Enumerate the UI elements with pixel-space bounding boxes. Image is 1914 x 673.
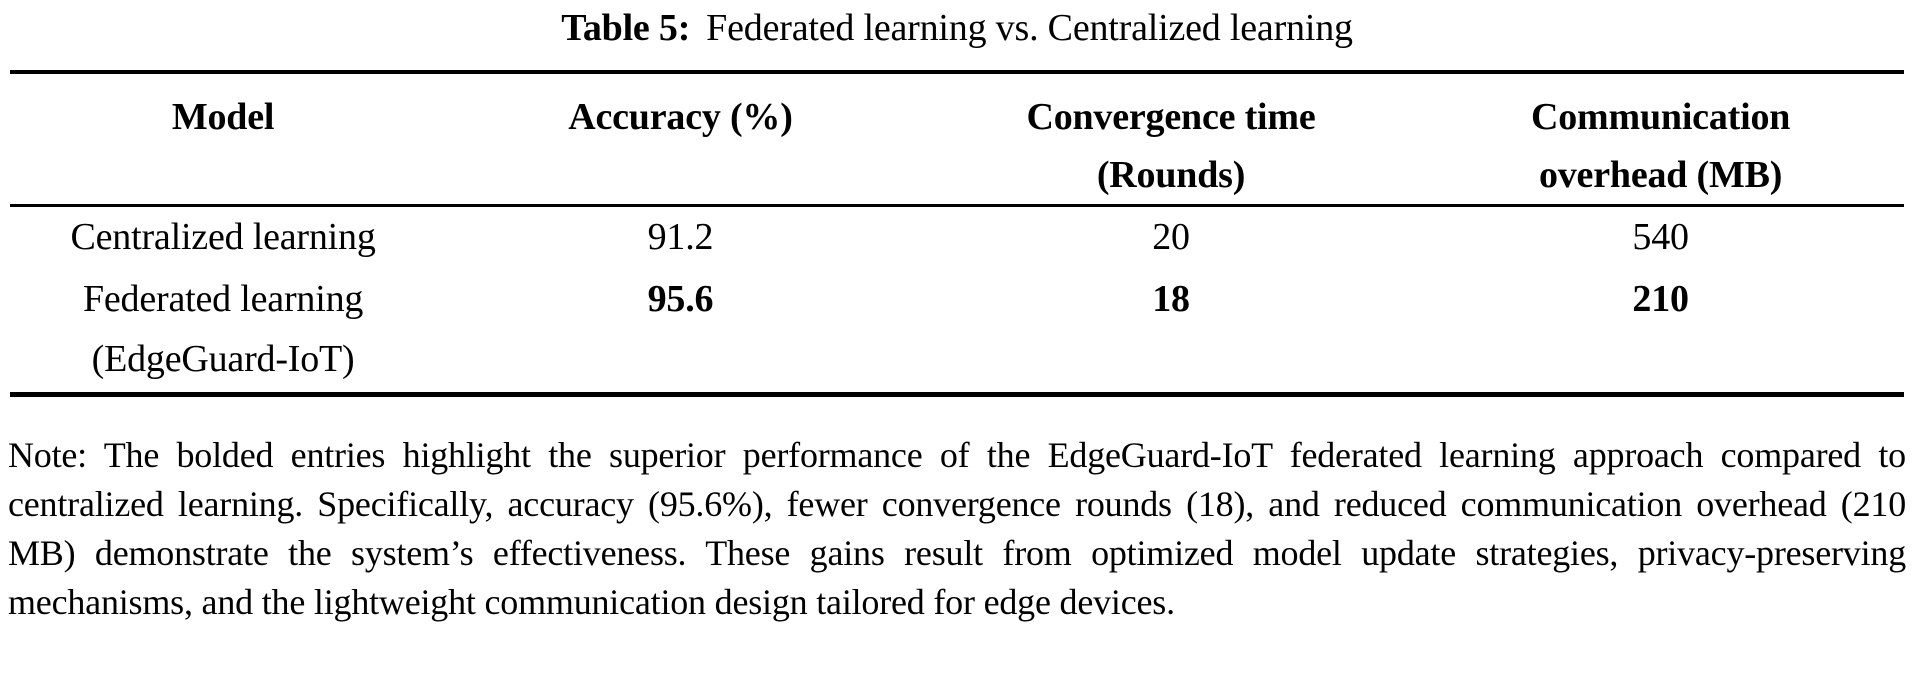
table-row-centralized: Centralized learning 91.2 20 540: [10, 206, 1904, 270]
cell-model: Centralized learning: [10, 206, 436, 270]
cell-model: Federated learning (EdgeGuard-IoT): [10, 269, 436, 395]
table-note: Note: The bolded entries highlight the s…: [8, 435, 1906, 622]
header-line: Convergence time: [1026, 96, 1316, 138]
cell-overhead-mb: 210: [1632, 278, 1689, 320]
header-line: Model: [171, 96, 275, 138]
table-title-text: Federated learning vs. Centralized learn…: [706, 7, 1353, 49]
cell-convergence-rounds: 18: [1152, 278, 1190, 320]
comparison-table: Model Accuracy (%) Convergence time (Rou…: [10, 70, 1904, 397]
cell-overhead-mb: 540: [1632, 216, 1689, 258]
model-name-line: Centralized learning: [70, 216, 376, 258]
column-header-model: Model: [10, 72, 437, 207]
header-line: Accuracy (%): [568, 96, 793, 138]
column-header-convergence-time: Convergence time (Rounds): [924, 72, 1418, 207]
header-line: overhead (MB): [1538, 154, 1783, 196]
cell-accuracy: 95.6: [647, 278, 714, 320]
column-header-communication-overhead: Communication overhead (MB): [1417, 72, 1904, 207]
header-row: Model Accuracy (%) Convergence time (Rou…: [10, 72, 1904, 207]
header-line: Communication: [1531, 96, 1791, 138]
table-header: Model Accuracy (%) Convergence time (Rou…: [10, 72, 1904, 207]
cell-convergence-rounds: 20: [1152, 216, 1190, 258]
model-name-line: (EdgeGuard-IoT): [91, 338, 355, 380]
table-caption: Table 5: Federated learning vs. Centraliz…: [0, 6, 1914, 50]
table-row-federated: Federated learning (EdgeGuard-IoT) 95.6 …: [10, 269, 1904, 395]
header-line: (Rounds): [1096, 154, 1246, 196]
table-body: Centralized learning 91.2 20 540 Federat…: [10, 206, 1904, 395]
column-header-accuracy: Accuracy (%): [436, 72, 925, 207]
paper-table-figure: Table 5: Federated learning vs. Centraliz…: [0, 6, 1914, 622]
model-name-line: Federated learning: [82, 278, 364, 320]
cell-accuracy: 91.2: [647, 216, 714, 258]
table-number: Table 5:: [561, 7, 691, 49]
